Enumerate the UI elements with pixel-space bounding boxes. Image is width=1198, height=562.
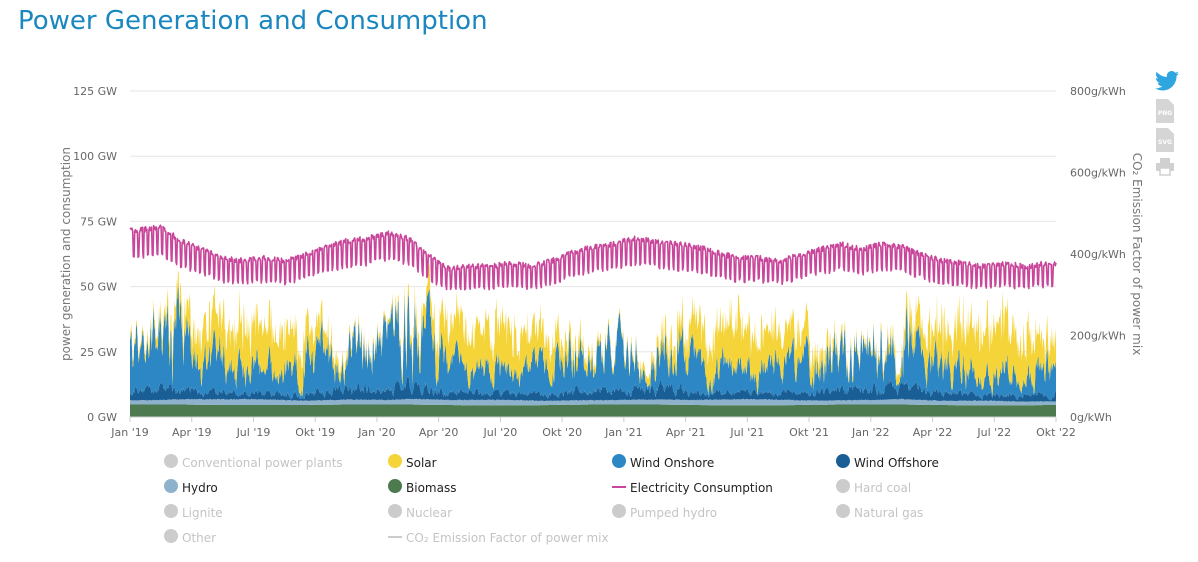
x-tick-label: Jul '22 <box>976 426 1011 439</box>
legend-label: Hydro <box>182 481 218 495</box>
area-solar <box>130 263 1056 397</box>
legend-dot-marker <box>388 504 402 518</box>
x-tick-label: Jul '20 <box>483 426 518 439</box>
area-hydro <box>130 398 1056 406</box>
svg-download-icon[interactable]: SVG <box>1155 127 1175 153</box>
x-tick-label: Apr '20 <box>419 426 459 439</box>
y2-tick-label: 800g/kWh <box>1070 85 1126 98</box>
png-label: PNG <box>1158 110 1172 117</box>
legend-label: Electricity Consumption <box>630 481 773 495</box>
y-tick-label: 100 GW <box>73 150 117 163</box>
page-title: Power Generation and Consumption <box>18 6 488 36</box>
x-tick-label: Jan '19 <box>110 426 148 439</box>
x-tick-label: Jan '21 <box>604 426 642 439</box>
y2-tick-label: 200g/kWh <box>1070 330 1126 343</box>
x-tick-label: Apr '19 <box>172 426 212 439</box>
area-wind-onshore <box>130 284 1056 401</box>
x-tick-label: Okt '22 <box>1036 426 1076 439</box>
legend-dot-marker <box>836 454 850 468</box>
x-tick-label: Jan '22 <box>851 426 889 439</box>
y2-tick-label: 0g/kWh <box>1070 411 1112 424</box>
legend-label: Natural gas <box>854 506 924 520</box>
legend-dot-marker <box>164 529 178 543</box>
twitter-icon[interactable] <box>1155 70 1179 92</box>
y-tick-label: 125 GW <box>73 85 117 98</box>
y-axis-title: power generation and consumption <box>59 147 73 361</box>
legend-label: CO₂ Emission Factor of power mix <box>406 531 609 545</box>
legend-label: Other <box>182 531 217 545</box>
print-icon[interactable] <box>1155 157 1175 177</box>
legend-dot-marker <box>612 504 626 518</box>
png-download-icon[interactable]: PNG <box>1155 98 1175 124</box>
legend-line-marker <box>612 486 626 488</box>
x-tick-label: Jul '19 <box>236 426 271 439</box>
legend-label: Solar <box>406 456 437 470</box>
legend-label: Nuclear <box>406 506 453 520</box>
legend-label: Biomass <box>406 481 457 495</box>
legend-dot-marker <box>836 504 850 518</box>
x-tick-label: Okt '21 <box>789 426 829 439</box>
legend-dot-marker <box>836 479 850 493</box>
y-tick-label: 0 GW <box>87 411 117 424</box>
area-biomass <box>130 404 1056 417</box>
legend-label: Hard coal <box>854 481 912 495</box>
legend-label: Pumped hydro <box>630 506 718 520</box>
line-electricity-consumption <box>129 224 1057 291</box>
legend-dot-marker <box>164 504 178 518</box>
legend-label: Lignite <box>182 506 223 520</box>
legend-dot-marker <box>388 479 402 493</box>
x-tick-label: Okt '19 <box>295 426 335 439</box>
y-tick-label: 75 GW <box>80 215 117 228</box>
legend-dot-marker <box>164 479 178 493</box>
y2-tick-label: 400g/kWh <box>1070 248 1126 261</box>
x-tick-label: Okt '20 <box>542 426 582 439</box>
x-tick-label: Apr '22 <box>913 426 953 439</box>
area-series <box>130 263 1056 417</box>
legend-dot-marker <box>164 454 178 468</box>
svg-label: SVG <box>1158 139 1172 146</box>
legend-label: Wind Onshore <box>630 456 715 470</box>
area-wind-offshore <box>130 376 1056 402</box>
x-tick-label: Apr '21 <box>666 426 706 439</box>
x-tick-label: Jul '21 <box>729 426 764 439</box>
x-tick-label: Jan '20 <box>357 426 395 439</box>
line-series <box>129 224 1057 291</box>
legend-dot-marker <box>612 454 626 468</box>
legend-dot-marker <box>388 454 402 468</box>
legend-line-marker <box>388 536 402 538</box>
axes: 0 GW 25 GW 50 GW 75 GW 100 GW 125 GW 0g/kWh 200… <box>59 85 1144 439</box>
y-tick-label: 25 GW <box>80 346 117 359</box>
y2-tick-label: 600g/kWh <box>1070 167 1126 180</box>
legend-label: Wind Offshore <box>854 456 939 470</box>
y2-axis-title: CO₂ Emission Factor of power mix <box>1130 153 1144 356</box>
y-tick-label: 50 GW <box>80 281 117 294</box>
legend-label: Conventional power plants <box>182 456 343 470</box>
